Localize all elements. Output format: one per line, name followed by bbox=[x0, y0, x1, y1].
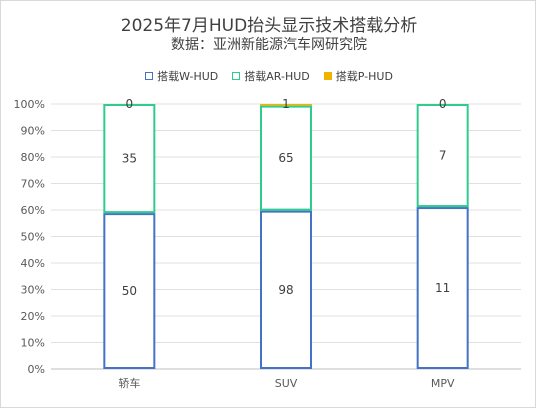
data-label: 65 bbox=[278, 151, 293, 165]
bar-segment bbox=[103, 213, 156, 369]
y-tick-label: 40% bbox=[21, 257, 45, 270]
legend-item-w-hud: 搭载W-HUD bbox=[145, 68, 218, 84]
y-tick-label: 10% bbox=[21, 337, 45, 350]
legend-label-p-hud: 搭载P-HUD bbox=[335, 70, 393, 83]
data-label: 0 bbox=[126, 97, 134, 111]
x-tick-label: SUV bbox=[275, 377, 298, 390]
bar-segment bbox=[416, 104, 469, 208]
legend-item-ar-hud: 搭载AR-HUD bbox=[232, 68, 310, 84]
legend-swatch-p-hud bbox=[323, 72, 332, 80]
y-tick-label: 60% bbox=[21, 204, 45, 217]
bar-segment bbox=[260, 210, 312, 369]
data-label: 35 bbox=[122, 152, 137, 166]
legend-label-w-hud: 搭载W-HUD bbox=[157, 70, 219, 83]
y-tick-label: 50% bbox=[21, 231, 45, 244]
legend-swatch-w-hud bbox=[145, 72, 154, 80]
x-tick-label: 轿车 bbox=[118, 376, 140, 390]
chart-subtitle: 数据：亚洲新能源汽车网研究院 bbox=[171, 37, 367, 53]
y-tick-label: 20% bbox=[21, 310, 45, 323]
y-tick-label: 0% bbox=[28, 363, 45, 376]
y-tick-label: 100% bbox=[14, 98, 45, 111]
bar-segment bbox=[416, 207, 469, 369]
data-label: 98 bbox=[278, 283, 293, 297]
bar-segment bbox=[260, 105, 312, 211]
legend-item-p-hud: 搭载P-HUD bbox=[323, 68, 393, 84]
data-label: 7 bbox=[439, 149, 447, 163]
chart-legend: 搭载W-HUD 搭载AR-HUD 搭载P-HUD bbox=[1, 68, 536, 84]
y-tick-label: 80% bbox=[21, 151, 45, 164]
legend-swatch-ar-hud bbox=[232, 72, 241, 80]
y-tick-label: 30% bbox=[21, 284, 45, 297]
chart-title: 2025年7月HUD抬头显示技术搭载分析 bbox=[120, 16, 418, 36]
data-label: 0 bbox=[439, 97, 447, 111]
bar-segment bbox=[260, 104, 312, 106]
legend-label-ar-hud: 搭载AR-HUD bbox=[244, 70, 310, 83]
data-label: 11 bbox=[435, 281, 450, 295]
y-tick-label: 70% bbox=[21, 178, 45, 191]
bar-segment bbox=[103, 104, 156, 214]
x-tick-label: MPV bbox=[431, 377, 455, 390]
data-label: 1 bbox=[282, 97, 290, 111]
y-tick-label: 90% bbox=[21, 125, 45, 138]
data-label: 50 bbox=[122, 284, 137, 298]
